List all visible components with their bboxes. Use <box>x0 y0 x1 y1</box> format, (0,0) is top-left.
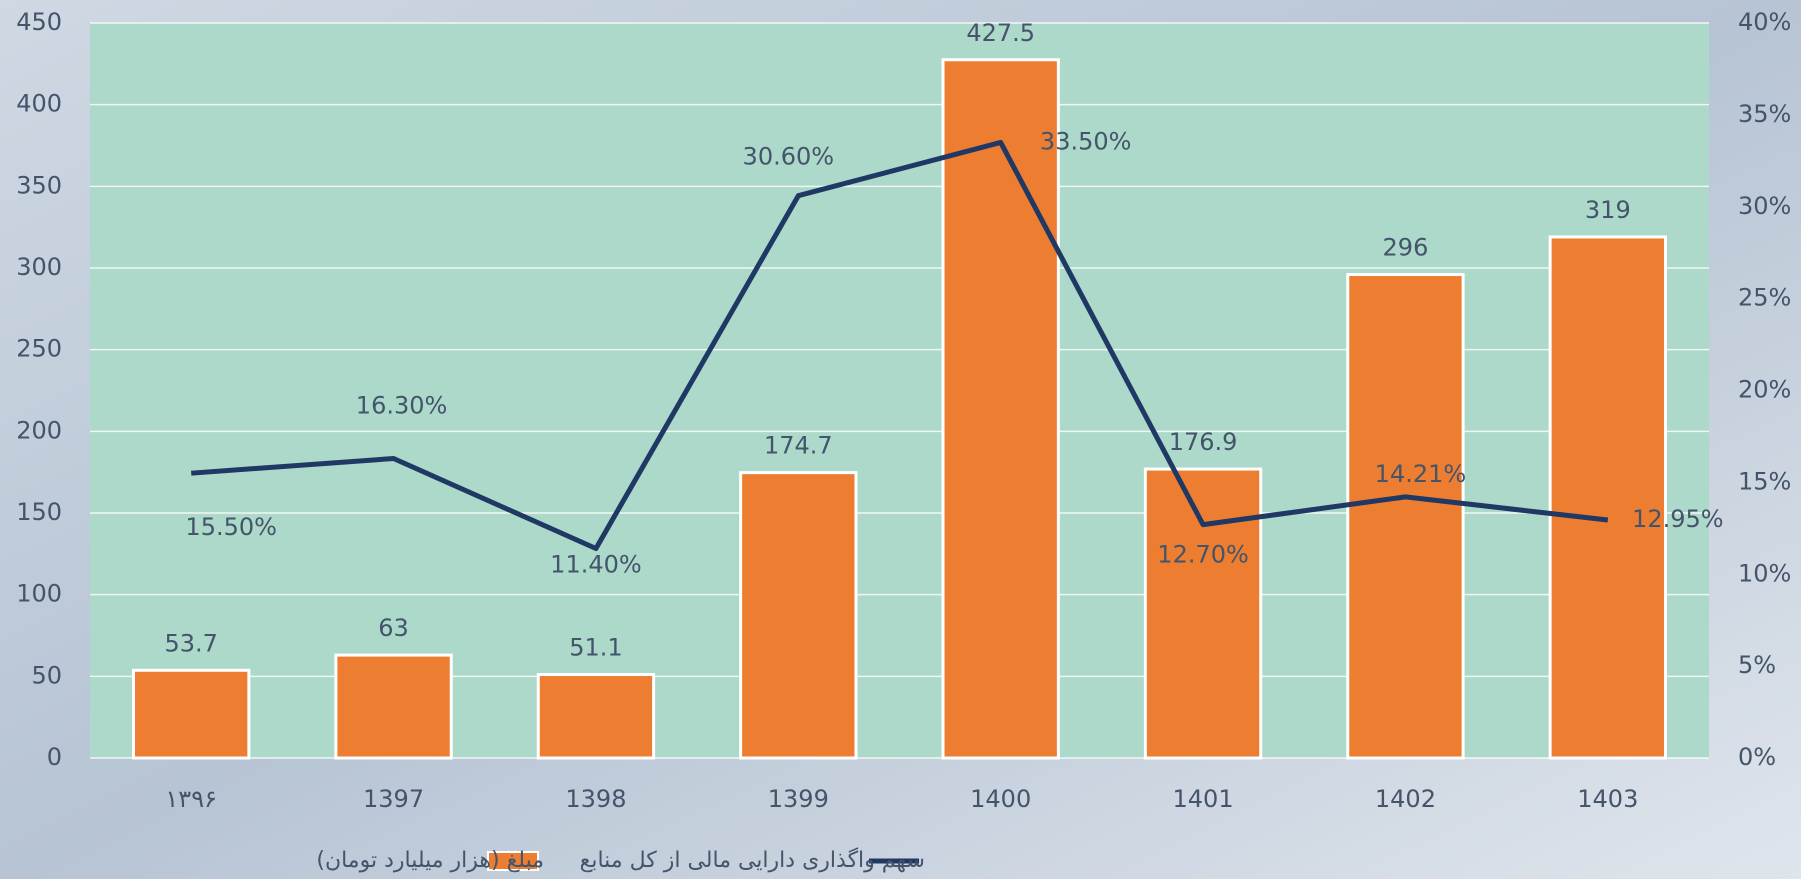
bar <box>1550 237 1665 758</box>
bar <box>943 60 1058 758</box>
bar <box>1348 275 1463 758</box>
y2-tick-label: 25% <box>1738 284 1791 312</box>
bar <box>1145 469 1260 758</box>
y-tick-label: 200 <box>16 416 62 444</box>
bar <box>336 655 451 758</box>
bar-value-label: 296 <box>1383 234 1429 262</box>
plot-area <box>90 23 1709 758</box>
bar-value-label: 176.9 <box>1169 428 1238 456</box>
line-value-label: 14.21% <box>1375 460 1467 488</box>
legend-label: مبلغ (هزار میلیارد تومان) <box>316 848 544 873</box>
bar-value-label: 63 <box>378 614 409 642</box>
line-value-label: 15.50% <box>185 513 277 541</box>
x-tick-label: 1403 <box>1577 785 1638 813</box>
y2-tick-label: 5% <box>1738 651 1776 679</box>
x-tick-label: 1397 <box>363 785 424 813</box>
page: 0 50 100 150 200 250 300 350 400 450 0% 5% 10% 15% 20%… <box>0 0 1801 879</box>
bar-value-label: 53.7 <box>164 629 217 657</box>
x-tick-label: ۱۳۹۶ <box>165 785 217 813</box>
y-tick-label: 400 <box>16 90 62 118</box>
y-tick-label: 50 <box>31 661 62 689</box>
line-value-label: 12.95% <box>1632 505 1724 533</box>
bar-value-label: 51.1 <box>569 634 622 662</box>
line-value-label: 16.30% <box>356 391 448 419</box>
chart: 0 50 100 150 200 250 300 350 400 450 0% 5% 10% 15% 20%… <box>0 0 1801 879</box>
x-tick-label: 1400 <box>970 785 1031 813</box>
x-tick-label: 1401 <box>1173 785 1234 813</box>
y2-tick-label: 30% <box>1738 192 1791 220</box>
y2-tick-label: 15% <box>1738 467 1791 495</box>
y2-tick-label: 20% <box>1738 376 1791 404</box>
y2-tick-label: 40% <box>1738 8 1791 36</box>
bar-value-label: 174.7 <box>764 432 833 460</box>
y-tick-label: 150 <box>16 498 62 526</box>
bar <box>538 675 653 758</box>
bar <box>741 473 856 758</box>
y-tick-label: 350 <box>16 171 62 199</box>
legend-label: سهم واگذاری دارایی مالی از کل منابع <box>580 847 925 873</box>
bar-value-label: 319 <box>1585 196 1631 224</box>
y-tick-label: 450 <box>16 8 62 36</box>
y2-tick-label: 0% <box>1738 743 1776 771</box>
bar <box>134 670 249 758</box>
line-value-label: 11.40% <box>550 551 642 579</box>
y-tick-label: 250 <box>16 335 62 363</box>
line-value-label: 12.70% <box>1157 541 1249 569</box>
bar-value-label: 427.5 <box>966 19 1035 47</box>
x-tick-label: 1398 <box>565 785 626 813</box>
y2-tick-label: 35% <box>1738 100 1791 128</box>
x-tick-label: 1399 <box>768 785 829 813</box>
y2-tick-label: 10% <box>1738 559 1791 587</box>
x-tick-label: 1402 <box>1375 785 1436 813</box>
line-value-label: 33.50% <box>1040 127 1132 155</box>
y-tick-label: 300 <box>16 253 62 281</box>
y-tick-label: 100 <box>16 580 62 608</box>
y-tick-label: 0 <box>47 743 62 771</box>
line-value-label: 30.60% <box>743 143 835 171</box>
